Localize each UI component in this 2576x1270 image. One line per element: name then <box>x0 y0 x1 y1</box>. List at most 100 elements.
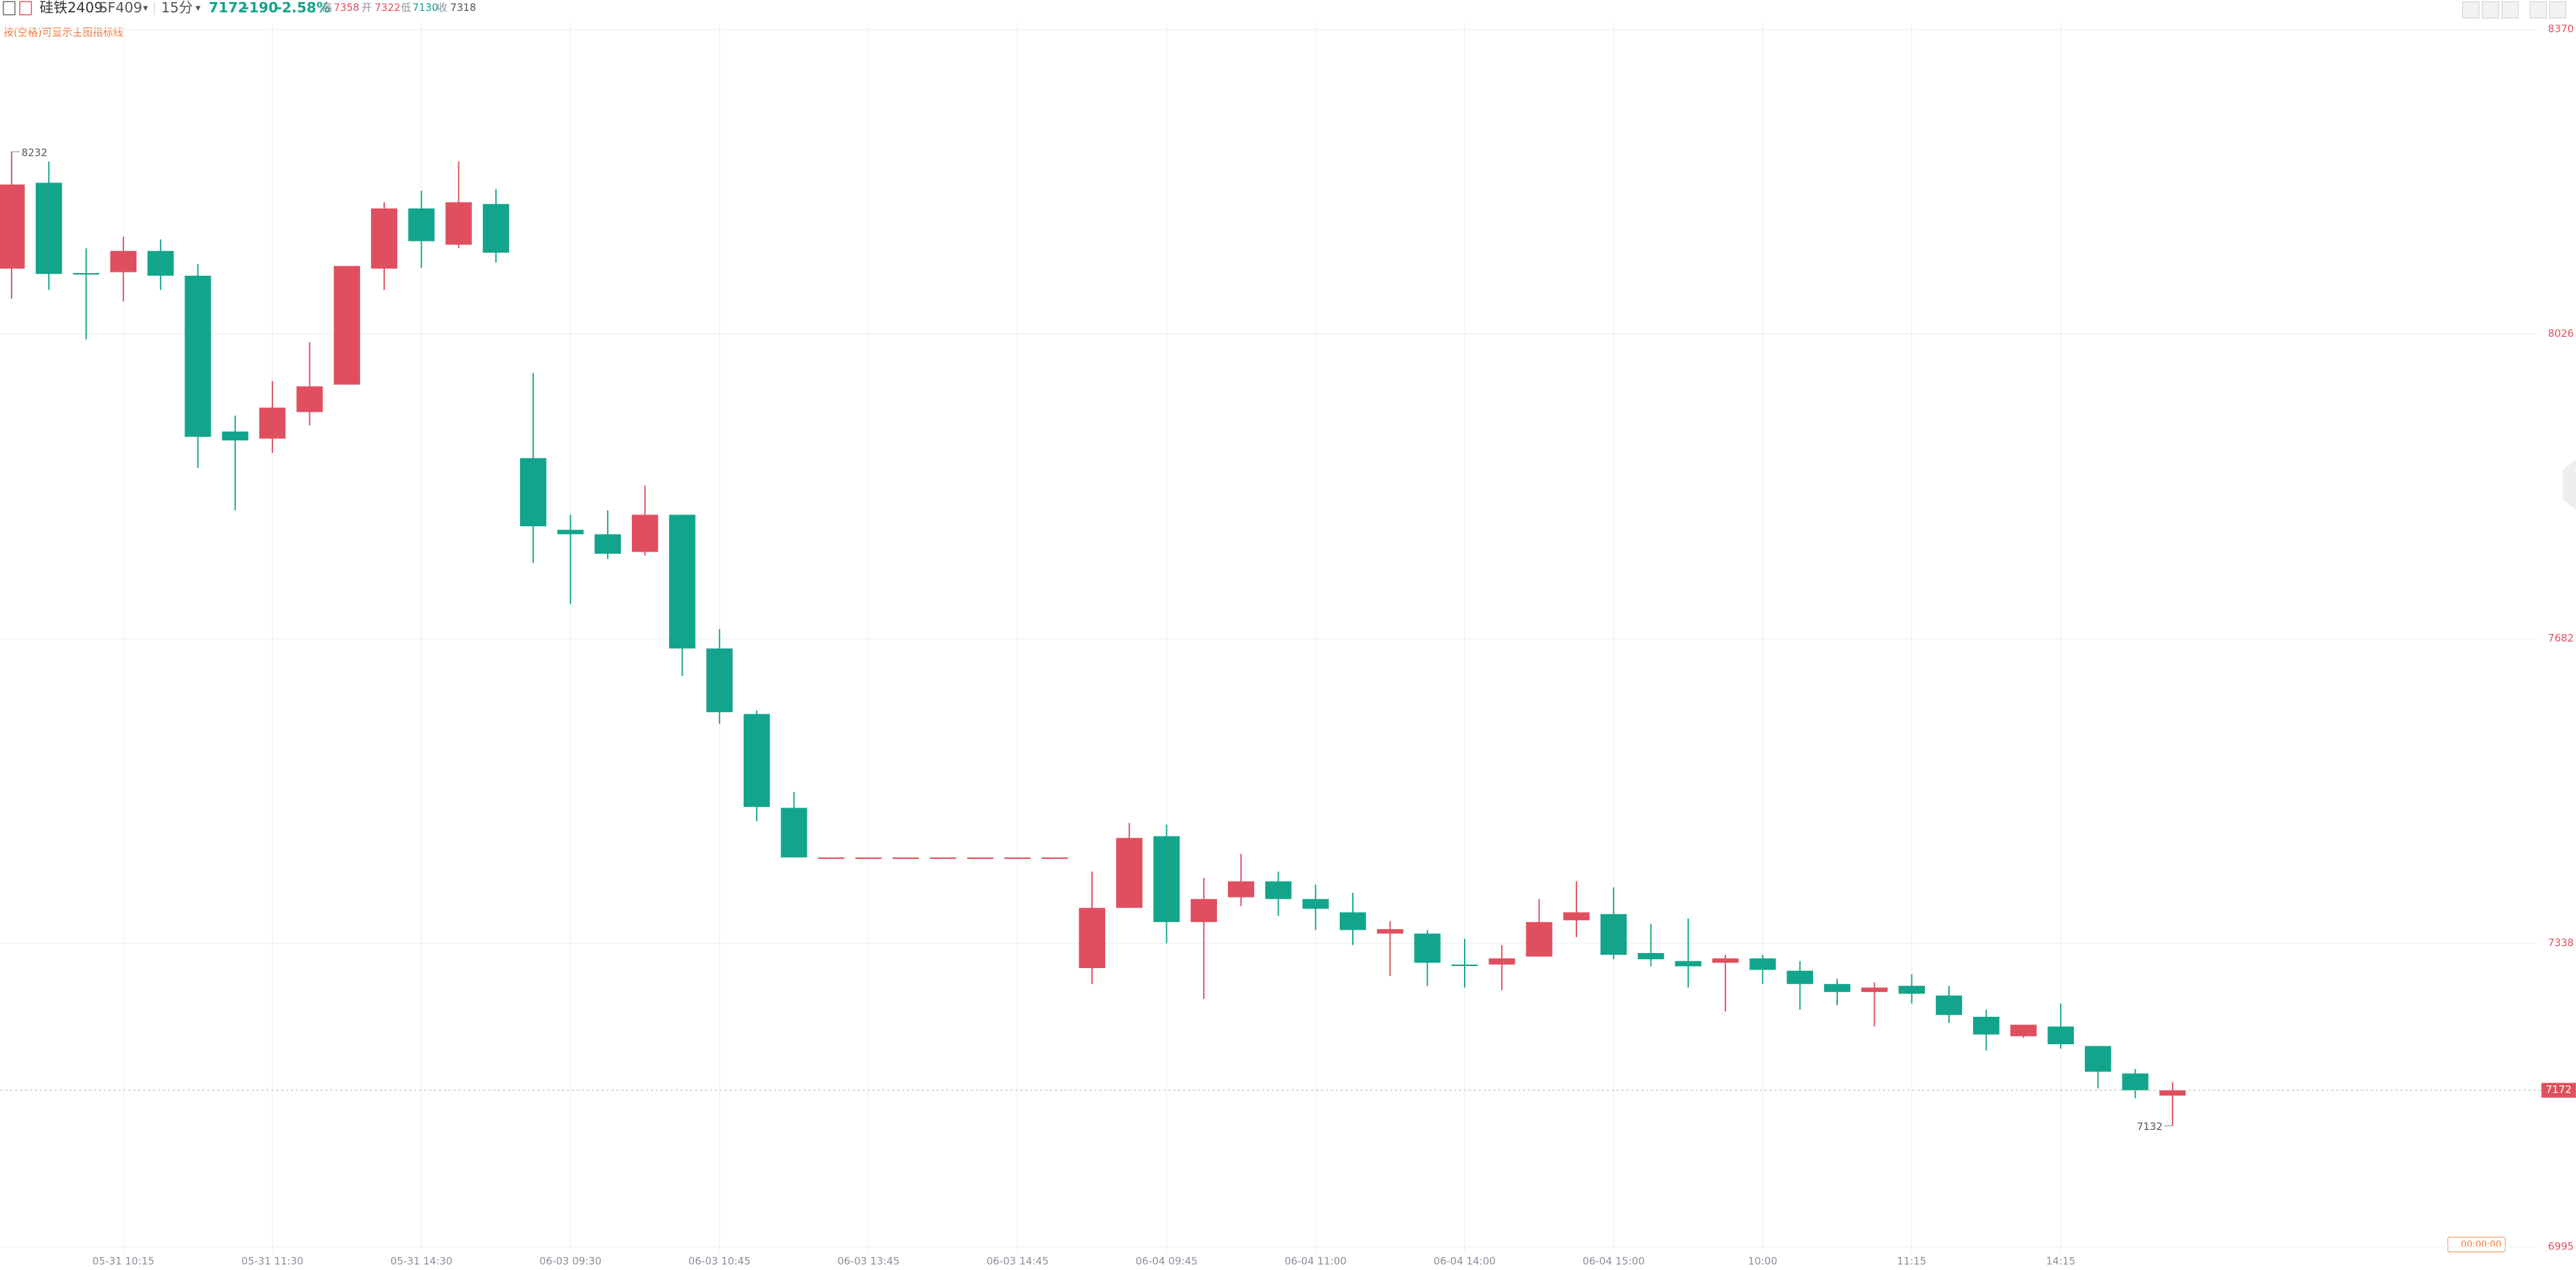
candle-body <box>1302 899 1329 909</box>
candle-body <box>1973 1016 2000 1035</box>
last-price-label: 7172 <box>2546 1084 2572 1096</box>
candle-body <box>1489 958 1515 965</box>
x-tick-label: 14:15 <box>2046 1256 2076 1267</box>
x-tick-label: 06-03 10:45 <box>689 1256 751 1267</box>
candle-body <box>1823 984 1851 992</box>
candle-body <box>1749 958 1776 970</box>
candle-body <box>1451 964 1478 966</box>
candle-body <box>1898 985 1925 994</box>
x-tick-label: 06-03 09:30 <box>539 1256 602 1267</box>
caret: ▾ <box>143 3 148 14</box>
x-tick-label: 05-31 11:30 <box>241 1256 304 1267</box>
candle-body <box>1935 995 1963 1015</box>
high-label: 高 <box>322 2 332 14</box>
candle-body <box>259 408 286 439</box>
candle-body <box>482 204 510 253</box>
max-label: 8232 <box>21 148 47 159</box>
candle-body <box>1712 958 1739 963</box>
code[interactable]: SF409 <box>99 0 142 16</box>
close-button[interactable] <box>2549 1 2566 19</box>
candle-body <box>855 857 882 859</box>
candle-body <box>296 386 323 412</box>
candle-body <box>2159 1090 2186 1096</box>
countdown: 00:00:00 <box>2461 1240 2501 1250</box>
candle-body <box>408 208 435 242</box>
x-tick-label: 06-04 14:00 <box>1434 1256 1496 1267</box>
y-tick-label: 6995 <box>2548 1240 2574 1252</box>
candle-body <box>930 857 956 859</box>
tool-button[interactable] <box>2462 1 2480 19</box>
candle-body <box>781 808 807 858</box>
change-pct: -2.58% <box>276 0 330 16</box>
candle-body <box>1190 899 1217 922</box>
candle-body <box>185 275 211 437</box>
change: -190 <box>244 0 279 16</box>
x-tick-label: 06-03 13:45 <box>838 1256 900 1267</box>
candle-body <box>1227 881 1255 897</box>
y-tick-label: 8370 <box>2548 23 2574 35</box>
candle-body <box>893 857 919 859</box>
x-tick-label: 10:00 <box>1748 1256 1777 1267</box>
x-tick-label: 05-31 14:30 <box>390 1256 453 1267</box>
candle-body <box>1526 921 1552 957</box>
candle-body <box>818 857 844 859</box>
candle-body <box>1153 836 1180 922</box>
open: 7322 <box>375 2 401 14</box>
last-price-box <box>2541 1083 2576 1098</box>
period[interactable]: 15分 <box>161 0 193 16</box>
countdown-box <box>2447 1236 2506 1253</box>
candle-body <box>2047 1026 2075 1044</box>
candle-body <box>1078 908 1106 968</box>
min-label: 7132 <box>2137 1121 2163 1133</box>
candle-body <box>557 530 584 534</box>
candle-body <box>333 266 360 385</box>
y-tick-label: 7338 <box>2548 937 2574 949</box>
candle-body <box>1786 970 1813 985</box>
x-tick-label: 06-04 15:00 <box>1583 1256 1645 1267</box>
candle-body <box>1377 929 1404 934</box>
tool-button[interactable] <box>2529 1 2547 19</box>
candle-body <box>520 458 547 527</box>
candle-body <box>222 431 248 440</box>
candle-body <box>1675 961 1701 967</box>
candle-body <box>1004 857 1031 859</box>
toolbar <box>2462 1 2566 19</box>
close-label: 收 <box>437 2 447 14</box>
candle-body <box>110 250 137 272</box>
candle-body <box>0 184 25 269</box>
candle-body <box>147 250 174 276</box>
candle-body <box>445 202 472 245</box>
y-tick-label: 7682 <box>2548 633 2574 644</box>
candle-body <box>370 208 398 269</box>
x-tick-label: 06-03 14:45 <box>986 1256 1049 1267</box>
symbol: 硅铁2409 <box>40 0 103 16</box>
tool-button[interactable] <box>2501 1 2519 19</box>
candle-body <box>743 714 770 808</box>
candle-body <box>1600 914 1627 955</box>
icon[interactable] <box>3 1 16 16</box>
close: 7318 <box>450 2 476 14</box>
y-tick-label: 8026 <box>2548 328 2574 340</box>
x-tick-label: 11:15 <box>1897 1256 1926 1267</box>
candle-body <box>967 857 994 859</box>
candle-body <box>73 272 99 275</box>
candle-body <box>1563 912 1590 921</box>
tool-button[interactable] <box>2481 1 2499 19</box>
candle-body <box>1116 838 1143 908</box>
low-label: 低 <box>401 2 411 14</box>
low: 7130 <box>412 2 438 14</box>
candle-body <box>594 534 622 554</box>
price: 7172 <box>209 0 248 16</box>
icon[interactable] <box>19 1 32 16</box>
high: 7358 <box>333 2 359 14</box>
side-tab[interactable] <box>2562 460 2576 510</box>
x-tick-label: 06-04 09:45 <box>1135 1256 1198 1267</box>
candle-body <box>2085 1046 2112 1072</box>
candle-body <box>1339 912 1367 930</box>
hint: 按(空格)可显示主图指标线 <box>3 27 123 38</box>
candle-body <box>1861 987 1888 992</box>
x-tick-label: 06-04 11:00 <box>1284 1256 1347 1267</box>
